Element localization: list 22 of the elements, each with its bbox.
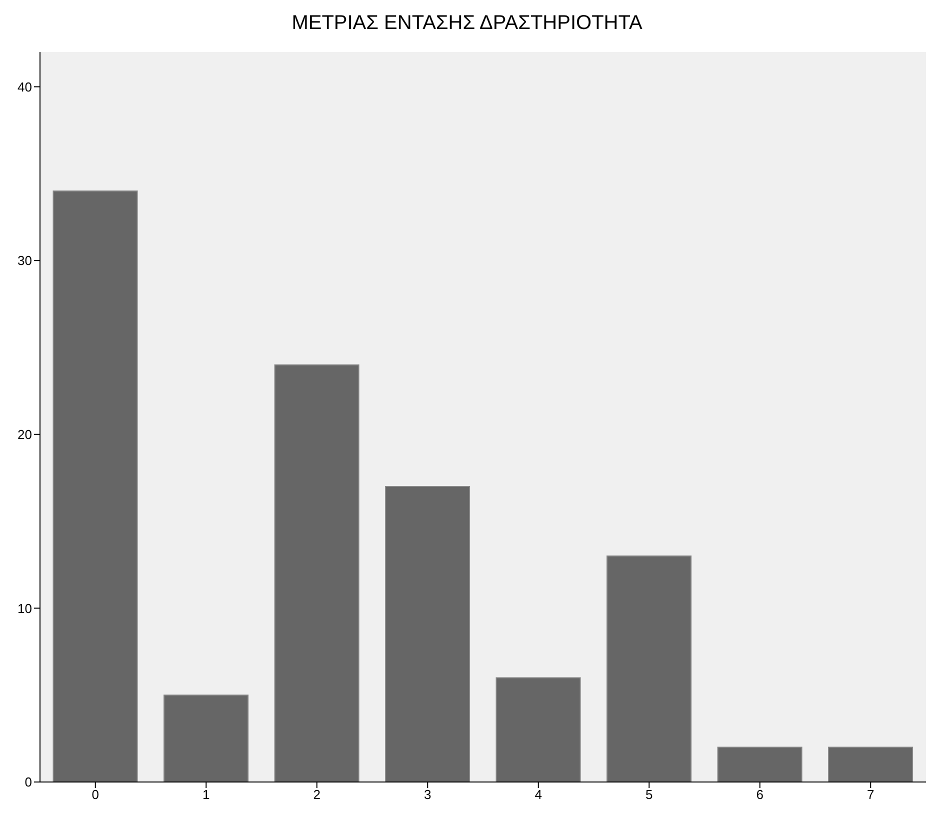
chart-title: ΜΕΤΡΙΑΣ ΕΝΤΑΣΗΣ ΔΡΑΣΤΗΡΙΟΤΗΤΑ bbox=[290, 11, 644, 36]
x-tick-label: 1 bbox=[202, 787, 210, 802]
x-tick-label: 4 bbox=[534, 787, 542, 802]
bar bbox=[274, 364, 360, 782]
bar bbox=[828, 746, 914, 782]
x-tick-label: 5 bbox=[646, 787, 653, 802]
y-tick-label: 10 bbox=[18, 600, 32, 616]
x-tick-label: 2 bbox=[313, 787, 320, 802]
bar bbox=[496, 677, 581, 782]
y-tick-label: 30 bbox=[18, 253, 32, 268]
x-tick-label: 0 bbox=[92, 787, 99, 802]
y-tick-label: 40 bbox=[18, 79, 32, 94]
bar bbox=[385, 486, 470, 782]
x-tick-label: 7 bbox=[867, 787, 874, 802]
bar bbox=[717, 746, 802, 782]
bar bbox=[606, 556, 692, 782]
x-tick-label: 3 bbox=[424, 787, 432, 802]
bar bbox=[52, 190, 138, 782]
y-tick-label: 20 bbox=[18, 426, 32, 442]
bar bbox=[164, 694, 249, 782]
x-tick-label: 6 bbox=[756, 787, 764, 802]
y-tick-label: 0 bbox=[24, 774, 32, 790]
